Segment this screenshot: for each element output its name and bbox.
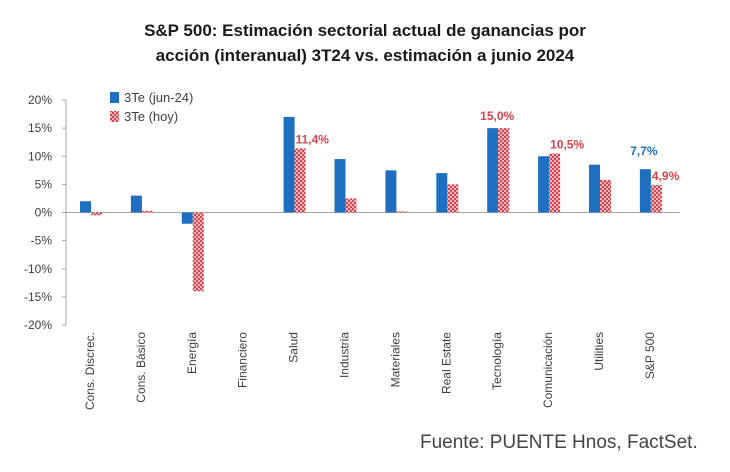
legend: 3Te (jun-24) 3Te (hoy) bbox=[110, 90, 193, 124]
bar-jun24 bbox=[639, 169, 651, 213]
source-note: Fuente: PUENTE Hnos, FactSet. bbox=[420, 432, 698, 453]
bar-hoy bbox=[192, 212, 204, 292]
legend-swatch-hoy bbox=[110, 111, 119, 122]
bar-jun24 bbox=[538, 156, 550, 213]
bar-hoy bbox=[141, 210, 153, 213]
x-tick-label: Comunicación bbox=[541, 332, 555, 408]
x-axis-labels: Cons. Discrec. Cons. Básico Energía Financi… bbox=[83, 332, 657, 410]
x-tick-label: Cons. Básico bbox=[134, 332, 148, 403]
bars bbox=[80, 116, 662, 292]
y-tick-label: 15% bbox=[28, 121, 52, 135]
data-label: 4,9% bbox=[652, 169, 680, 183]
bar-hoy bbox=[600, 179, 611, 213]
bar-hoy bbox=[447, 184, 459, 213]
bar-hoy bbox=[345, 198, 357, 213]
y-tick-label: -5% bbox=[31, 234, 53, 248]
bar-jun24 bbox=[130, 195, 142, 213]
legend-label: 3Te (hoy) bbox=[124, 109, 178, 124]
bar-hoy bbox=[294, 148, 306, 213]
y-tick-label: 5% bbox=[35, 177, 53, 191]
chart-title-line-1: S&P 500: Estimación sectorial actual de … bbox=[144, 21, 586, 40]
x-tick-label: S&P 500 bbox=[643, 332, 657, 379]
y-tick-label: -20% bbox=[24, 318, 52, 332]
bar-jun24 bbox=[334, 159, 346, 213]
data-label: 15,0% bbox=[480, 109, 514, 123]
data-labels: 11,4% 15,0% 10,5% 7,7% 4,9% bbox=[296, 109, 680, 183]
bar-jun24 bbox=[487, 128, 499, 213]
x-tick-label: Energía bbox=[185, 332, 199, 374]
bar-hoy bbox=[549, 153, 561, 213]
x-tick-label: Tecnología bbox=[490, 332, 504, 390]
chart-title-line-2: acción (interanual) 3T24 vs. estimación … bbox=[155, 46, 575, 65]
bar-hoy bbox=[396, 211, 408, 213]
bar-hoy bbox=[91, 212, 102, 216]
bar-jun24 bbox=[80, 201, 91, 213]
x-tick-label: Cons. Discrec. bbox=[83, 332, 97, 410]
bar-jun24 bbox=[181, 212, 193, 224]
data-label: 11,4% bbox=[296, 132, 330, 146]
x-tick-label: Salud bbox=[287, 332, 301, 363]
x-tick-label: Financiero bbox=[236, 332, 250, 388]
bar-hoy bbox=[498, 128, 510, 213]
chart-title: S&P 500: Estimación sectorial actual de … bbox=[0, 18, 730, 68]
data-label: 7,7% bbox=[630, 144, 658, 158]
legend-label: 3Te (jun-24) bbox=[124, 90, 193, 105]
legend-swatch-jun24 bbox=[110, 92, 119, 103]
x-tick-label: Utilities bbox=[592, 332, 606, 371]
y-tick-label: 20% bbox=[28, 93, 52, 107]
y-tick-label: 0% bbox=[35, 206, 53, 220]
bar-jun24 bbox=[283, 116, 295, 213]
y-tick-label: -15% bbox=[24, 290, 52, 304]
y-axis: 20% 15% 10% 5% 0% -5% -10% -15% -20% bbox=[24, 93, 680, 332]
bar-jun24 bbox=[436, 173, 448, 213]
x-tick-label: Real Estate bbox=[439, 332, 453, 394]
data-label: 10,5% bbox=[550, 137, 584, 151]
x-tick-label: Materiales bbox=[388, 332, 402, 387]
y-tick-label: -10% bbox=[24, 262, 52, 276]
y-tick-label: 10% bbox=[28, 149, 52, 163]
bar-hoy bbox=[650, 184, 662, 213]
x-tick-label: Industria bbox=[338, 332, 352, 378]
bar-jun24 bbox=[385, 170, 397, 213]
bar-jun24 bbox=[589, 164, 600, 213]
